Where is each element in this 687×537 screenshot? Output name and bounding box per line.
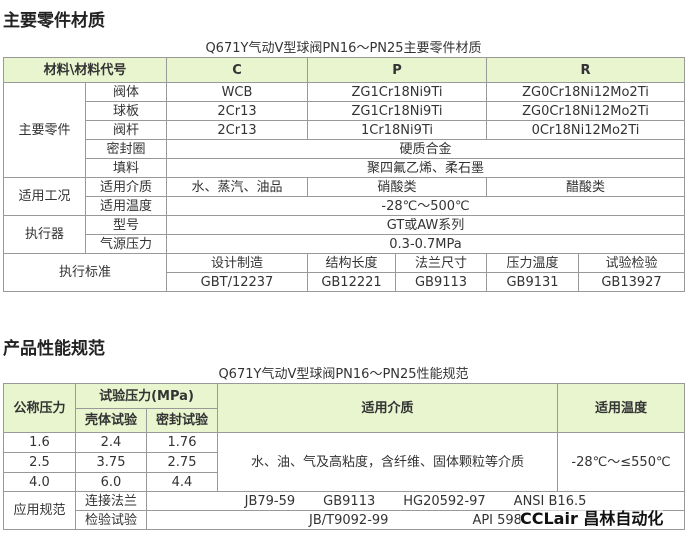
header-media: 适用介质 [217, 383, 558, 433]
cell-seal: 2.75 [146, 452, 218, 473]
section-heading-performance: 产品性能规范 [3, 339, 105, 359]
cell-all: 硬质合金 [165, 139, 686, 159]
spec-label: 应用规范 [3, 491, 76, 530]
model-name: 型号 [85, 215, 167, 235]
cell-all: GT或AW系列 [165, 215, 686, 235]
cell-all: 0.3-0.7MPa [165, 234, 686, 254]
part-name: 填料 [85, 158, 167, 178]
watermark-logo: CCLair 昌林自动化 [520, 505, 664, 529]
table-row: 球板 2Cr13 ZG1Cr18Ni9Ti ZG0Cr18Ni12Mo2Ti [4, 101, 686, 121]
std-header: 设计制造 [166, 253, 308, 273]
section-heading-materials: 主要零件材质 [3, 11, 105, 31]
part-name: 阀体 [85, 82, 167, 102]
std-header: 压力温度 [486, 253, 579, 273]
cell-nominal: 1.6 [3, 432, 76, 453]
table-row: 1.6 2.4 1.76 水、油、气及高粘度，含纤维、固体颗粒等介质 -28℃～… [3, 432, 685, 492]
cell-nominal: 4.0 [3, 472, 76, 492]
table-row: 主要零件 阀体 WCB ZG1Cr18Ni9Ti ZG0Cr18Ni12Mo2T… [3, 82, 686, 178]
cell-c: 2Cr13 [166, 120, 308, 140]
cell-nominal: 2.5 [3, 452, 76, 473]
materials-caption: Q671Y气动V型球阀PN16～PN25主要零件材质 [205, 41, 482, 56]
performance-caption: Q671Y气动V型球阀PN16～PN25性能规范 [218, 367, 469, 382]
std-value: GB9113 [395, 272, 487, 292]
cell-media: 水、油、气及高粘度，含纤维、固体颗粒等介质 [217, 432, 558, 492]
table-row: 执行器 型号 GT或AW系列 [3, 215, 686, 254]
materials-table: 材料\材料代号 C P R 主要零件 阀体 WCB ZG1Cr18Ni9Ti Z… [3, 57, 686, 292]
std-value: GBT/12237 [166, 272, 308, 292]
table-row: 4.0 6.0 4.4 [3, 472, 685, 492]
cell-p: 1Cr18Ni9Ti [307, 120, 487, 140]
flange-name: 连接法兰 [75, 491, 147, 511]
main-parts-label: 主要零件 [3, 82, 86, 178]
cell-shell: 6.0 [75, 472, 147, 492]
inspection-name: 检验试验 [75, 510, 147, 530]
header-temp: 适用温度 [557, 383, 685, 433]
header-material-code: 材料\材料代号 [3, 57, 167, 83]
cell-c: 水、蒸汽、油品 [166, 177, 308, 197]
part-name: 阀杆 [85, 120, 167, 140]
header-test-pressure: 试验压力(MPa) [75, 383, 218, 409]
std-header: 结构长度 [307, 253, 396, 273]
flange-item: ANSI B16.5 [513, 493, 587, 509]
cell-temp: -28℃～≤550℃ [557, 432, 685, 492]
inspection-item: JB/T9092-99 [309, 512, 389, 528]
part-name: 球板 [85, 101, 167, 121]
table-row: GBT/12237 GB12221 GB9113 GB9131 GB13927 [4, 272, 686, 292]
cell-shell: 2.4 [75, 432, 147, 453]
header-p: P [307, 57, 487, 83]
actuator-label: 执行器 [3, 215, 86, 254]
table-row: 密封圈 硬质合金 [4, 139, 686, 159]
table-row: 适用工况 适用介质 水、蒸汽、油品 硝酸类 醋酸类 [3, 177, 686, 216]
std-value: GB13927 [577, 272, 686, 292]
table-row: 阀杆 2Cr13 1Cr18Ni9Ti 0Cr18Ni12Mo2Ti [4, 120, 686, 140]
header-seal: 密封试验 [146, 408, 218, 433]
cell-r: 醋酸类 [485, 177, 686, 197]
flange-item: JB79-59 [244, 493, 296, 509]
std-header: 试验检验 [577, 253, 686, 273]
conditions-label: 适用工况 [3, 177, 86, 216]
std-value: GB9131 [486, 272, 579, 292]
table-header-row: 材料\材料代号 C P R [3, 57, 686, 83]
flange-item: GB9113 [323, 493, 376, 509]
table-row: 填料 聚四氟乙烯、柔石墨 [4, 158, 686, 178]
header-c: C [166, 57, 308, 83]
cell-p: 硝酸类 [307, 177, 487, 197]
performance-table: 公称压力 试验压力(MPa) 适用介质 适用温度 壳体试验 密封试验 1.6 2… [3, 383, 685, 530]
cell-seal: 1.76 [146, 432, 218, 453]
cell-c: WCB [166, 82, 308, 102]
table-header-row: 壳体试验 密封试验 [4, 408, 685, 433]
standards-label: 执行标准 [3, 253, 167, 292]
cell-r: ZG0Cr18Ni12Mo2Ti [485, 82, 686, 102]
temp-name: 适用温度 [85, 196, 167, 216]
inspection-item: API 598 [472, 512, 522, 528]
cell-r: ZG0Cr18Ni12Mo2Ti [485, 101, 686, 121]
cell-all: -28℃～500℃ [165, 196, 686, 216]
header-shell: 壳体试验 [75, 408, 147, 433]
cell-p: ZG1Cr18Ni9Ti [307, 101, 487, 121]
header-r: R [485, 57, 686, 83]
cell-all: 聚四氟乙烯、柔石墨 [165, 158, 686, 178]
header-nominal: 公称压力 [3, 383, 76, 433]
std-value: GB12221 [307, 272, 396, 292]
cell-r: 0Cr18Ni12Mo2Ti [485, 120, 686, 140]
cell-p: ZG1Cr18Ni9Ti [307, 82, 487, 102]
flange-item: HG20592-97 [403, 493, 486, 509]
table-row: 执行标准 设计制造 结构长度 法兰尺寸 压力温度 试验检验 [3, 253, 686, 292]
table-row: 适用温度 -28℃～500℃ [4, 196, 686, 216]
air-name: 气源压力 [85, 234, 167, 254]
cell-shell: 3.75 [75, 452, 147, 473]
cell-seal: 4.4 [146, 472, 218, 492]
table-row: 气源压力 0.3-0.7MPa [4, 234, 686, 254]
cell-c: 2Cr13 [166, 101, 308, 121]
table-header-row: 公称压力 试验压力(MPa) 适用介质 适用温度 [3, 383, 685, 433]
std-header: 法兰尺寸 [395, 253, 487, 273]
media-name: 适用介质 [85, 177, 167, 197]
part-name: 密封圈 [85, 139, 167, 159]
